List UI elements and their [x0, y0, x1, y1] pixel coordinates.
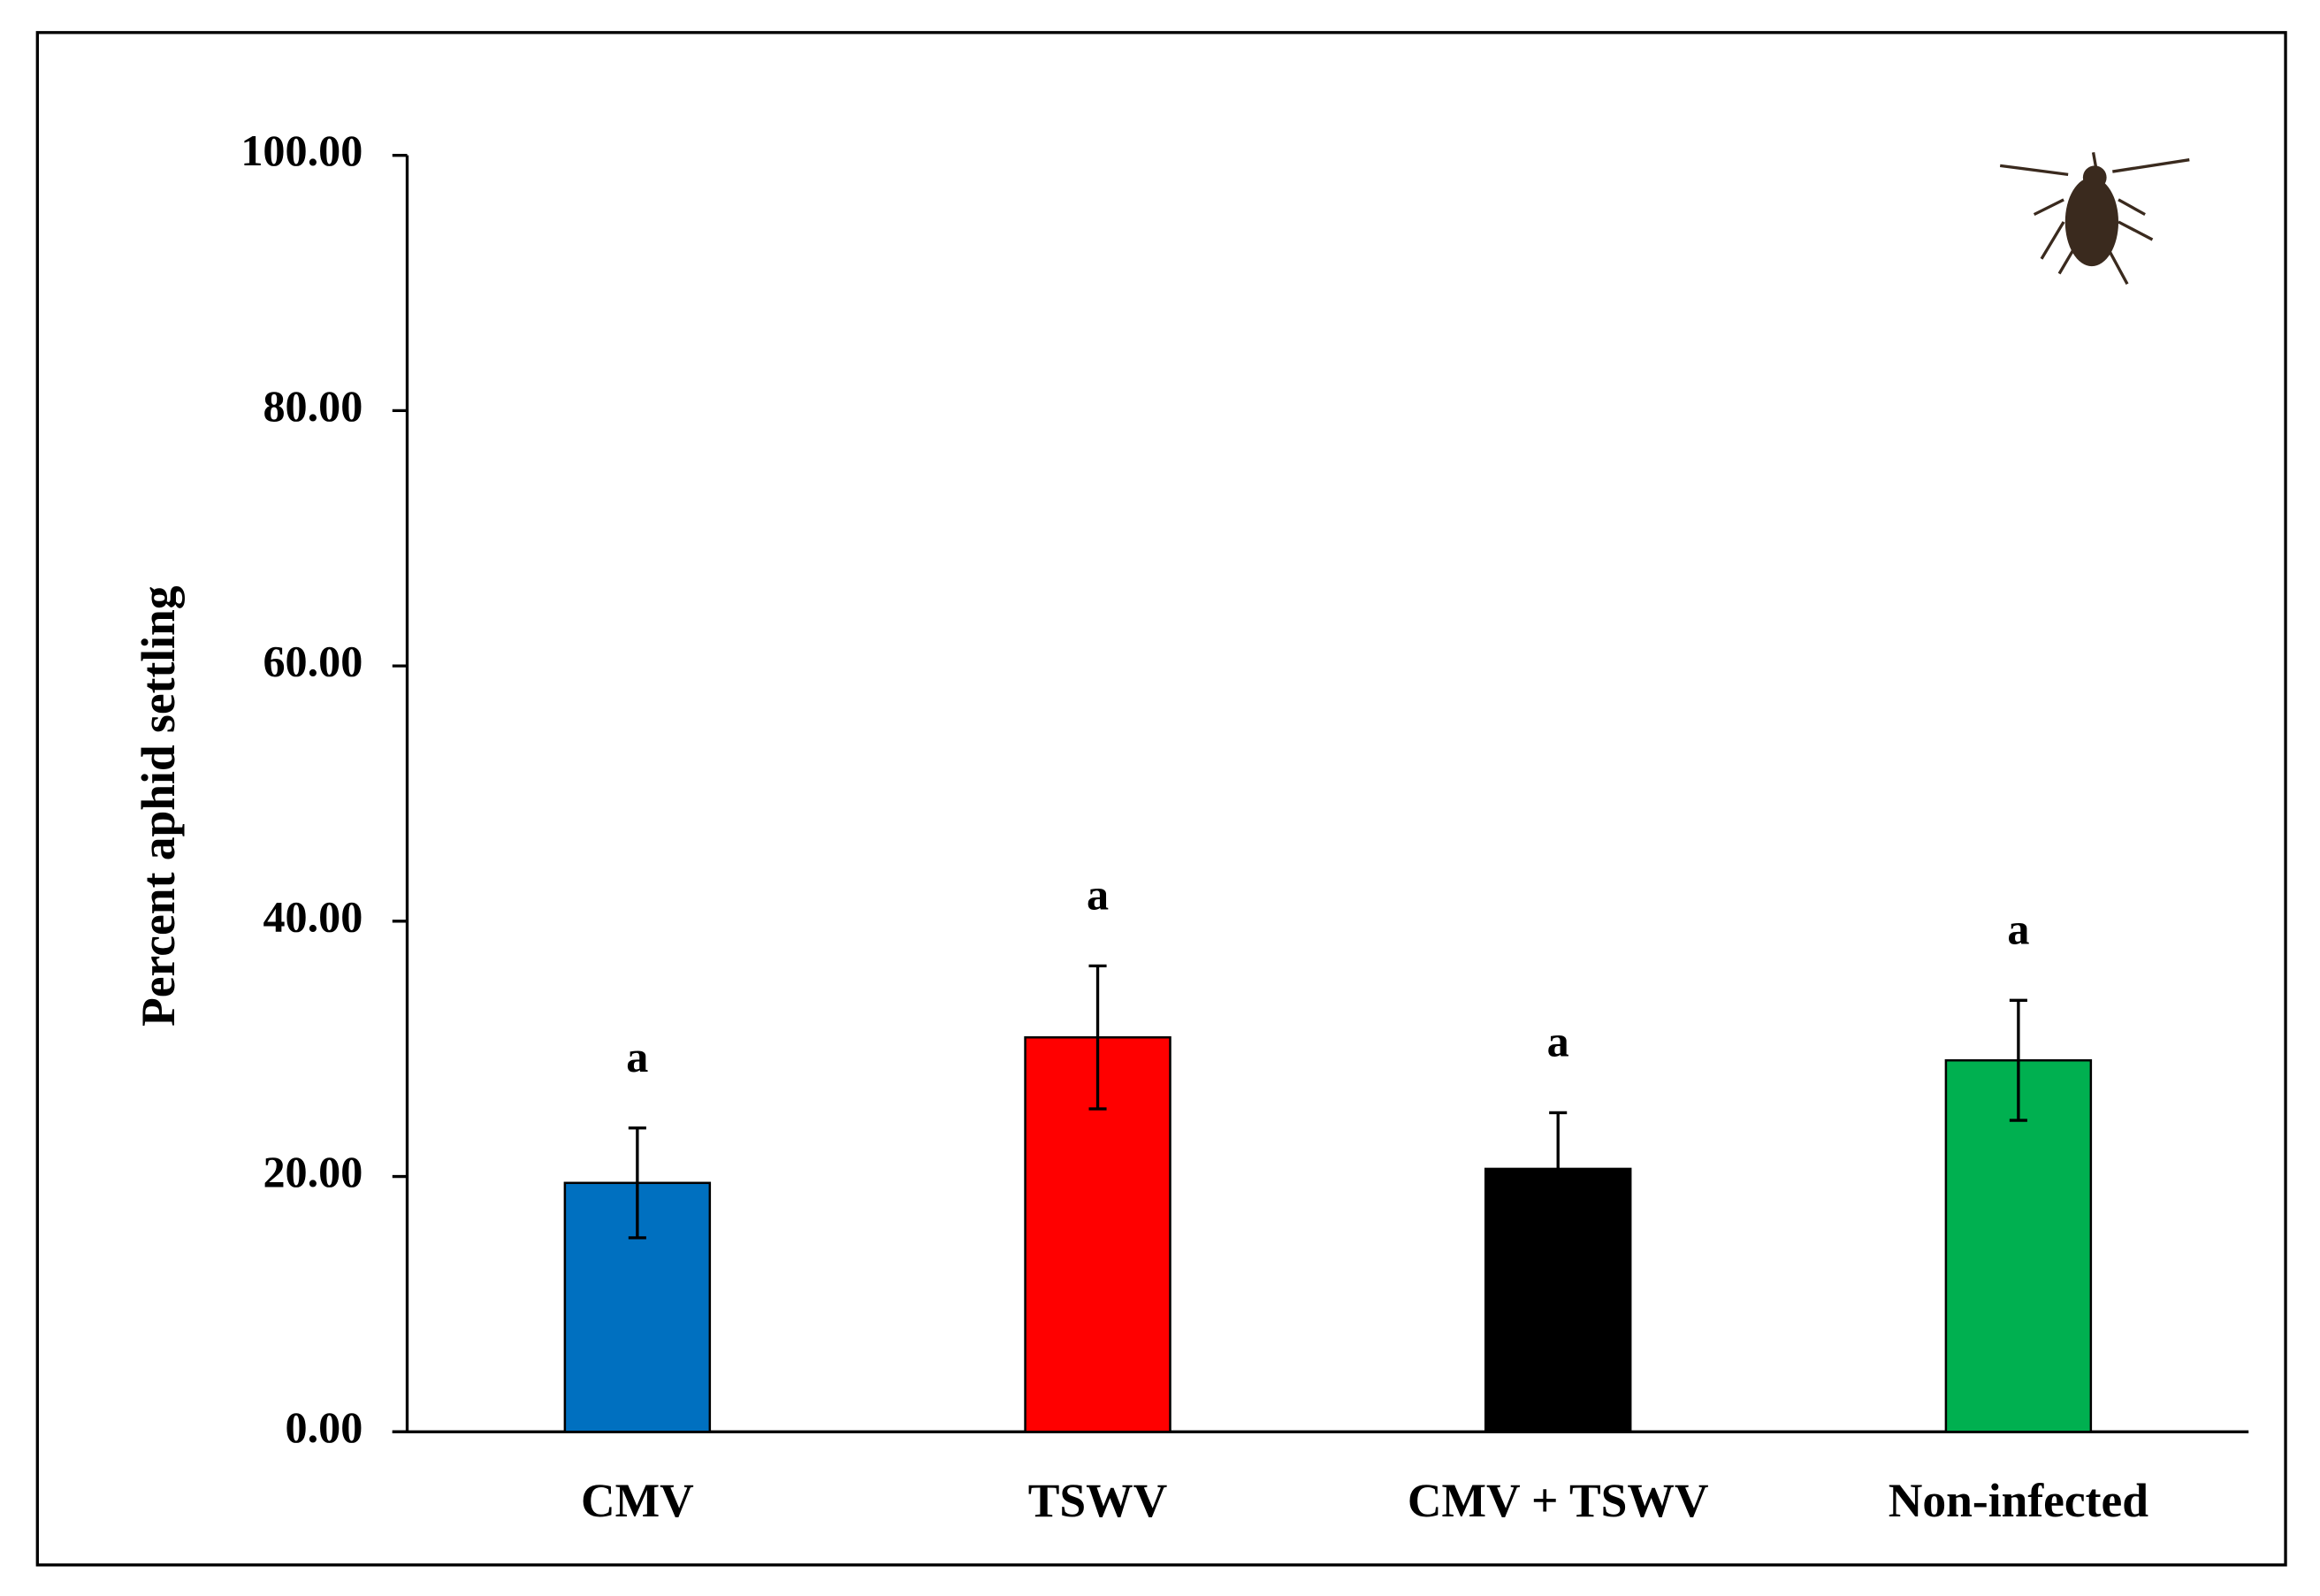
y-tick-label: 20.00: [263, 1147, 362, 1196]
error-bar: [1549, 1111, 1568, 1227]
significance-letter: a: [626, 1032, 648, 1081]
y-tick-label: 100.00: [240, 126, 362, 175]
significance-letter: a: [1547, 1017, 1569, 1066]
y-tick-label: 60.00: [263, 637, 362, 686]
aphid-icon: [1999, 152, 2190, 285]
y-tick-label: 80.00: [263, 381, 362, 431]
bar: [1944, 1058, 2093, 1433]
bar: [563, 1181, 712, 1433]
y-tick-label: 40.00: [263, 891, 362, 941]
x-tick-label: CMV: [581, 1474, 694, 1527]
significance-letter: a: [1087, 870, 1109, 920]
y-tick-label: 0.00: [286, 1402, 363, 1452]
error-bar: [1088, 964, 1107, 1111]
x-tick-label: CMV + TSWV: [1408, 1474, 1709, 1527]
x-tick-label: TSWV: [1028, 1474, 1168, 1527]
error-bar: [628, 1126, 646, 1240]
significance-letter: a: [2007, 905, 2029, 954]
y-axis-label: Percent aphid settling: [132, 585, 185, 1027]
error-bar: [2009, 998, 2027, 1122]
x-tick-label: Non-infected: [1889, 1474, 2149, 1527]
